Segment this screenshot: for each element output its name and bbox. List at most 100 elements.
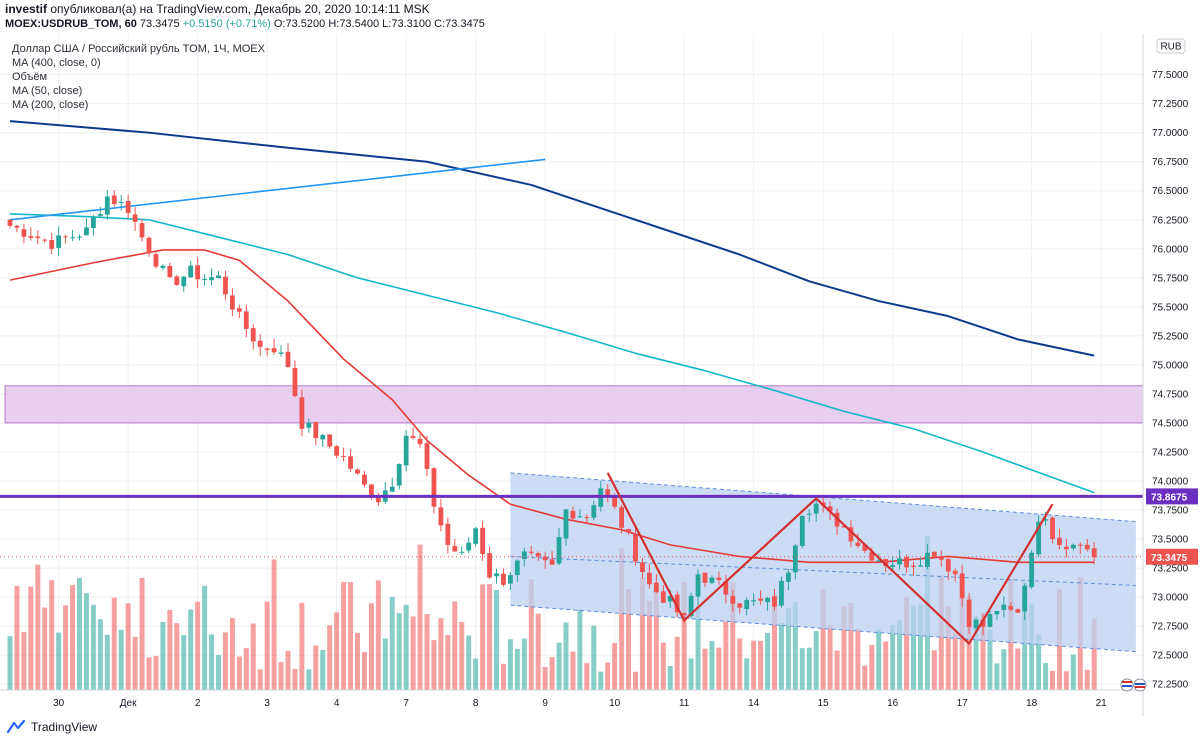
candle-body bbox=[306, 422, 312, 428]
candle-body bbox=[104, 196, 110, 215]
price-tick-label: 74.5000 bbox=[1152, 418, 1189, 429]
candle-body bbox=[369, 484, 374, 498]
price-chart[interactable]: 77.5000 77.2500 77.0000 76.7500 76.5000 76.25… bbox=[0, 34, 1200, 716]
tradingview-brand[interactable]: TradingView bbox=[6, 720, 97, 734]
legend-ma200[interactable]: MA (200, close) bbox=[12, 99, 89, 111]
volume-bar bbox=[862, 665, 868, 690]
candle-body bbox=[1084, 544, 1090, 550]
candle-body bbox=[327, 434, 333, 447]
volume-bar bbox=[876, 629, 882, 690]
candle-body bbox=[257, 340, 263, 347]
legend-volume[interactable]: Объём bbox=[12, 71, 48, 83]
candle-body bbox=[410, 436, 416, 438]
volume-bar bbox=[688, 658, 694, 690]
price-tick-label: 77.2500 bbox=[1152, 99, 1189, 110]
time-tick-label: 11 bbox=[679, 698, 690, 709]
volume-bar bbox=[104, 634, 110, 690]
candle-body bbox=[355, 469, 360, 474]
candle-body bbox=[765, 597, 770, 603]
candle-body bbox=[250, 328, 256, 342]
volume-bar bbox=[257, 669, 263, 690]
published-text: опубликовал(а) на TradingView.com, Декаб… bbox=[50, 2, 430, 16]
volume-bar bbox=[424, 614, 430, 690]
candle-body bbox=[591, 505, 597, 518]
legend-ma400[interactable]: MA (400, close, 0) bbox=[12, 57, 101, 69]
time-axis[interactable]: 30 Дек 2 3 4 7 8 9 10 11 14 15 16 17 18 21 bbox=[0, 689, 1143, 709]
time-tick-label: 18 bbox=[1026, 698, 1038, 709]
candle-body bbox=[28, 236, 34, 238]
volume-bar bbox=[758, 640, 764, 690]
candle-body bbox=[994, 610, 1000, 615]
candle-body bbox=[786, 572, 791, 582]
candle-body bbox=[869, 552, 875, 561]
volume-bar bbox=[1036, 634, 1042, 690]
time-tick-label: 7 bbox=[403, 698, 409, 709]
candle-body bbox=[1050, 517, 1055, 540]
candle-body bbox=[424, 443, 430, 469]
candle-body bbox=[417, 438, 423, 445]
volume-bar bbox=[271, 559, 277, 690]
ma50-line bbox=[9, 249, 1095, 564]
candle-body bbox=[139, 223, 145, 238]
candle-body bbox=[848, 527, 854, 542]
open-label: O: bbox=[273, 18, 286, 30]
candle-body bbox=[56, 235, 62, 248]
candle-body bbox=[730, 596, 736, 604]
time-tick-label: Дек bbox=[120, 698, 137, 709]
volume-bar bbox=[973, 615, 979, 690]
flag-us-blue-icon bbox=[1122, 685, 1132, 687]
candle-body bbox=[473, 528, 479, 544]
volume-bar bbox=[591, 625, 597, 690]
candle-body bbox=[737, 603, 743, 608]
header-bar: investif опубликовал(а) на TradingView.c… bbox=[0, 0, 1200, 34]
price-tick-label: 76.7500 bbox=[1152, 157, 1189, 168]
candle-body bbox=[702, 572, 708, 583]
candle-body bbox=[97, 214, 103, 216]
candle-body bbox=[584, 516, 590, 518]
volume-bar bbox=[368, 603, 374, 690]
volume-bar bbox=[35, 564, 41, 690]
volume-bar bbox=[216, 655, 221, 690]
volume-bar bbox=[278, 662, 284, 690]
volume-bar bbox=[702, 648, 708, 690]
candle-body bbox=[77, 236, 82, 238]
candle-body bbox=[918, 565, 923, 567]
volume-bar bbox=[563, 622, 569, 690]
volume-bar bbox=[299, 602, 305, 690]
volume-bar bbox=[577, 609, 583, 690]
volume-bar bbox=[438, 618, 444, 690]
candle-body bbox=[987, 614, 993, 627]
candle-body bbox=[1077, 544, 1083, 546]
volume-bar bbox=[7, 636, 13, 690]
currency-badge[interactable]: RUB bbox=[1156, 38, 1186, 54]
legend-ma50[interactable]: MA (50, close) bbox=[12, 85, 83, 97]
volume-bar bbox=[285, 650, 291, 690]
volume-bar bbox=[1070, 654, 1076, 690]
candle-body bbox=[313, 422, 319, 439]
volume-bar bbox=[639, 577, 645, 690]
volume-bar bbox=[890, 624, 896, 690]
candle-body bbox=[716, 577, 722, 580]
candle-body bbox=[431, 468, 437, 507]
candle-body bbox=[452, 546, 458, 552]
author-name[interactable]: investif bbox=[5, 2, 48, 16]
volume-bar bbox=[494, 589, 499, 690]
price-axis[interactable]: 77.5000 77.2500 77.0000 76.7500 76.5000 76.25… bbox=[1142, 34, 1198, 716]
volume-bar bbox=[188, 609, 194, 690]
volume-bar bbox=[431, 640, 437, 690]
volume-bar bbox=[1001, 649, 1007, 690]
candle-body bbox=[362, 474, 367, 485]
candle-body bbox=[619, 507, 624, 528]
candle-body bbox=[626, 529, 631, 533]
drawing-overlays bbox=[0, 472, 1143, 645]
candle-body bbox=[570, 510, 576, 519]
candle-body bbox=[758, 598, 763, 601]
candle-body bbox=[876, 560, 882, 562]
price-label-value: 73.3475 bbox=[1151, 553, 1188, 564]
volume-bar bbox=[202, 585, 208, 690]
volume-bar bbox=[674, 636, 680, 690]
candle-body bbox=[890, 565, 896, 568]
candle-body bbox=[230, 295, 235, 310]
volume-bar bbox=[827, 624, 833, 690]
candle-body bbox=[146, 237, 152, 254]
